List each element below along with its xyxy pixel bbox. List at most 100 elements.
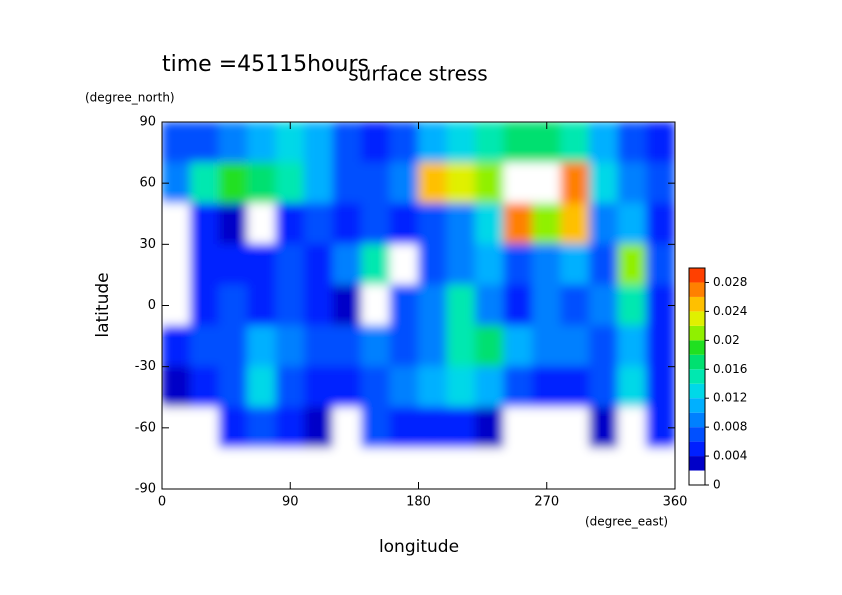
y-tick-label: -30 xyxy=(135,359,156,374)
cell xyxy=(190,366,220,408)
cell xyxy=(304,162,334,205)
colorbar-tick-label: 0 xyxy=(713,478,721,492)
cell xyxy=(503,122,533,164)
colorbar-segment xyxy=(689,470,705,485)
colorbar-tick-label: 0.012 xyxy=(713,391,747,405)
cell xyxy=(475,406,505,449)
cell xyxy=(532,366,562,408)
cell xyxy=(589,366,619,408)
cell xyxy=(389,366,419,408)
cell xyxy=(304,243,334,286)
cell xyxy=(218,325,248,368)
chart-title: surface stress xyxy=(348,62,487,86)
cell xyxy=(646,366,675,408)
cell xyxy=(361,284,391,327)
cell xyxy=(560,203,590,245)
cell xyxy=(389,325,419,368)
colorbar-segment xyxy=(689,441,705,457)
cell xyxy=(418,162,448,205)
cell xyxy=(389,162,419,205)
cell xyxy=(446,325,476,368)
cell xyxy=(218,447,248,489)
cell xyxy=(503,284,533,327)
cell xyxy=(162,243,191,286)
cell xyxy=(275,243,305,286)
cell xyxy=(475,284,505,327)
cell xyxy=(646,122,675,164)
cell xyxy=(218,203,248,245)
cell xyxy=(389,122,419,164)
cell xyxy=(304,447,334,489)
cell xyxy=(418,366,448,408)
cell xyxy=(218,284,248,327)
cell xyxy=(247,162,277,205)
colorbar-segment xyxy=(689,427,705,442)
cell xyxy=(503,447,533,489)
cell xyxy=(646,243,675,286)
colorbar-tick-label: 0.024 xyxy=(713,304,747,318)
cell xyxy=(332,284,362,327)
cell xyxy=(418,203,448,245)
cell xyxy=(332,162,362,205)
cell xyxy=(503,406,533,449)
cell xyxy=(247,366,277,408)
cell xyxy=(332,122,362,164)
colorbar-segment xyxy=(689,398,705,413)
colorbar-segment xyxy=(689,268,705,283)
cell xyxy=(247,447,277,489)
colorbar-segment xyxy=(689,354,705,370)
cell xyxy=(162,366,191,408)
cell xyxy=(332,366,362,408)
y-tick-label: -90 xyxy=(135,482,156,497)
colorbar-tick-label: 0.004 xyxy=(713,449,747,463)
cell xyxy=(190,122,220,164)
cell xyxy=(589,243,619,286)
cells xyxy=(162,122,675,489)
cell xyxy=(304,366,334,408)
cell xyxy=(304,406,334,449)
cell xyxy=(560,243,590,286)
y-unit: (degree_north) xyxy=(85,91,175,105)
cell xyxy=(475,325,505,368)
cell xyxy=(560,447,590,489)
cell xyxy=(589,325,619,368)
cell xyxy=(247,243,277,286)
cell xyxy=(361,162,391,205)
cell xyxy=(332,203,362,245)
axes: 0 90 180 270 360 -90 -60 -30 0 30 60 90 0 0.004 0.008 0… xyxy=(135,115,748,510)
cell xyxy=(247,325,277,368)
cell xyxy=(446,122,476,164)
cell xyxy=(361,243,391,286)
cell xyxy=(190,203,220,245)
y-tick-label: 60 xyxy=(139,176,156,191)
cell xyxy=(475,203,505,245)
cell xyxy=(475,243,505,286)
cell xyxy=(646,447,675,489)
cell xyxy=(532,325,562,368)
y-tick-label: 90 xyxy=(139,115,156,130)
cell xyxy=(361,366,391,408)
cell xyxy=(162,325,191,368)
cell xyxy=(617,447,647,489)
cell xyxy=(617,243,647,286)
cell xyxy=(418,122,448,164)
colorbar-segment xyxy=(689,282,705,297)
cell xyxy=(275,366,305,408)
cell xyxy=(589,284,619,327)
colorbar-tick-label: 0.02 xyxy=(713,333,740,347)
cell xyxy=(617,284,647,327)
cell xyxy=(446,447,476,489)
cell xyxy=(503,203,533,245)
x-unit: (degree_east) xyxy=(585,515,668,529)
colorbar-segment xyxy=(689,325,705,341)
cell xyxy=(532,203,562,245)
x-tick-label: 180 xyxy=(406,495,431,510)
colorbar-segment xyxy=(689,311,705,326)
cell xyxy=(475,122,505,164)
cell xyxy=(389,203,419,245)
cell xyxy=(190,284,220,327)
cell xyxy=(503,162,533,205)
cell xyxy=(190,325,220,368)
x-tick-label: 270 xyxy=(534,495,559,510)
cell xyxy=(190,447,220,489)
